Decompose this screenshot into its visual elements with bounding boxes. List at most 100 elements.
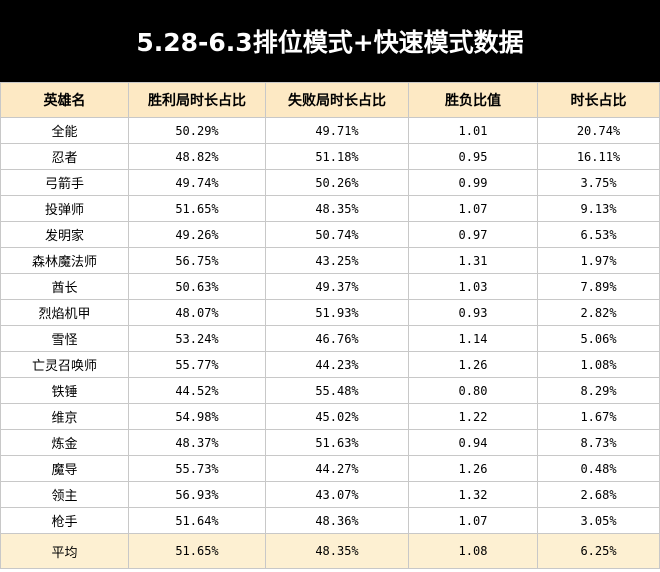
cell: 8.29% [537,377,660,404]
cell: 1.26 [408,455,538,482]
cell: 53.24% [128,325,266,352]
average-cell: 48.35% [265,533,409,569]
cell: 1.32 [408,481,538,508]
hero-name: 全能 [0,117,129,144]
table-body: 全能 50.29% 49.71% 1.01 20.74% 忍者 48.82% 51.18% 0.… [0,117,660,569]
table-row: 铁锤 44.52% 55.48% 0.80 8.29% [0,377,660,404]
cell: 7.89% [537,273,660,300]
hero-name: 投弹师 [0,195,129,222]
cell: 1.26 [408,351,538,378]
header-cell: 胜利局时长占比 [128,82,266,118]
cell: 56.75% [128,247,266,274]
table-row: 魔导 55.73% 44.27% 1.26 0.48% [0,455,660,482]
cell: 2.68% [537,481,660,508]
cell: 1.67% [537,403,660,430]
cell: 48.35% [265,195,409,222]
header-row: 英雄名 胜利局时长占比 失败局时长占比 胜负比值 时长占比 [0,82,660,118]
cell: 0.97 [408,221,538,248]
hero-name: 森林魔法师 [0,247,129,274]
table-row: 发明家 49.26% 50.74% 0.97 6.53% [0,221,660,248]
cell: 1.07 [408,195,538,222]
cell: 49.26% [128,221,266,248]
cell: 43.07% [265,481,409,508]
table-row: 亡灵召唤师 55.77% 44.23% 1.26 1.08% [0,351,660,378]
cell: 1.22 [408,403,538,430]
cell: 55.77% [128,351,266,378]
cell: 3.05% [537,507,660,534]
cell: 1.97% [537,247,660,274]
average-cell: 51.65% [128,533,266,569]
average-label: 平均 [0,533,129,569]
cell: 44.52% [128,377,266,404]
hero-name: 雪怪 [0,325,129,352]
header-cell: 英雄名 [0,82,129,118]
hero-name: 领主 [0,481,129,508]
cell: 51.18% [265,143,409,170]
table-row: 雪怪 53.24% 46.76% 1.14 5.06% [0,325,660,352]
table-row: 领主 56.93% 43.07% 1.32 2.68% [0,481,660,508]
cell: 51.63% [265,429,409,456]
table-row: 弓箭手 49.74% 50.26% 0.99 3.75% [0,169,660,196]
hero-name: 发明家 [0,221,129,248]
table-row: 全能 50.29% 49.71% 1.01 20.74% [0,117,660,144]
average-cell: 1.08 [408,533,538,569]
cell: 51.93% [265,299,409,326]
cell: 1.14 [408,325,538,352]
cell: 1.08% [537,351,660,378]
table-row: 枪手 51.64% 48.36% 1.07 3.05% [0,507,660,534]
header-cell: 失败局时长占比 [265,82,409,118]
cell: 0.48% [537,455,660,482]
average-row: 平均 51.65% 48.35% 1.08 6.25% [0,533,660,569]
cell: 1.07 [408,507,538,534]
header-cell: 时长占比 [537,82,660,118]
cell: 51.65% [128,195,266,222]
cell: 1.31 [408,247,538,274]
cell: 2.82% [537,299,660,326]
cell: 3.75% [537,169,660,196]
cell: 1.03 [408,273,538,300]
cell: 44.23% [265,351,409,378]
hero-name: 烈焰机甲 [0,299,129,326]
cell: 44.27% [265,455,409,482]
cell: 48.37% [128,429,266,456]
cell: 6.53% [537,221,660,248]
cell: 5.06% [537,325,660,352]
cell: 0.80 [408,377,538,404]
hero-name: 炼金 [0,429,129,456]
data-table: 英雄名 胜利局时长占比 失败局时长占比 胜负比值 时长占比 全能 50.29% 49.71%… [0,82,660,569]
cell: 43.25% [265,247,409,274]
cell: 50.26% [265,169,409,196]
cell: 1.01 [408,117,538,144]
table-row: 炼金 48.37% 51.63% 0.94 8.73% [0,429,660,456]
cell: 49.74% [128,169,266,196]
hero-name: 酋长 [0,273,129,300]
cell: 8.73% [537,429,660,456]
cell: 55.48% [265,377,409,404]
table-row: 森林魔法师 56.75% 43.25% 1.31 1.97% [0,247,660,274]
hero-name: 亡灵召唤师 [0,351,129,378]
table-row: 维京 54.98% 45.02% 1.22 1.67% [0,403,660,430]
cell: 50.63% [128,273,266,300]
cell: 16.11% [537,143,660,170]
average-cell: 6.25% [537,533,660,569]
hero-name: 弓箭手 [0,169,129,196]
hero-name: 忍者 [0,143,129,170]
cell: 48.07% [128,299,266,326]
cell: 51.64% [128,507,266,534]
title: 5.28-6.3排位模式+快速模式数据 [0,0,660,82]
cell: 0.94 [408,429,538,456]
table-row: 忍者 48.82% 51.18% 0.95 16.11% [0,143,660,170]
table-row: 酋长 50.63% 49.37% 1.03 7.89% [0,273,660,300]
cell: 49.71% [265,117,409,144]
cell: 56.93% [128,481,266,508]
hero-name: 魔导 [0,455,129,482]
hero-name: 维京 [0,403,129,430]
cell: 50.29% [128,117,266,144]
cell: 45.02% [265,403,409,430]
cell: 20.74% [537,117,660,144]
cell: 48.36% [265,507,409,534]
cell: 49.37% [265,273,409,300]
cell: 55.73% [128,455,266,482]
cell: 9.13% [537,195,660,222]
header-cell: 胜负比值 [408,82,538,118]
